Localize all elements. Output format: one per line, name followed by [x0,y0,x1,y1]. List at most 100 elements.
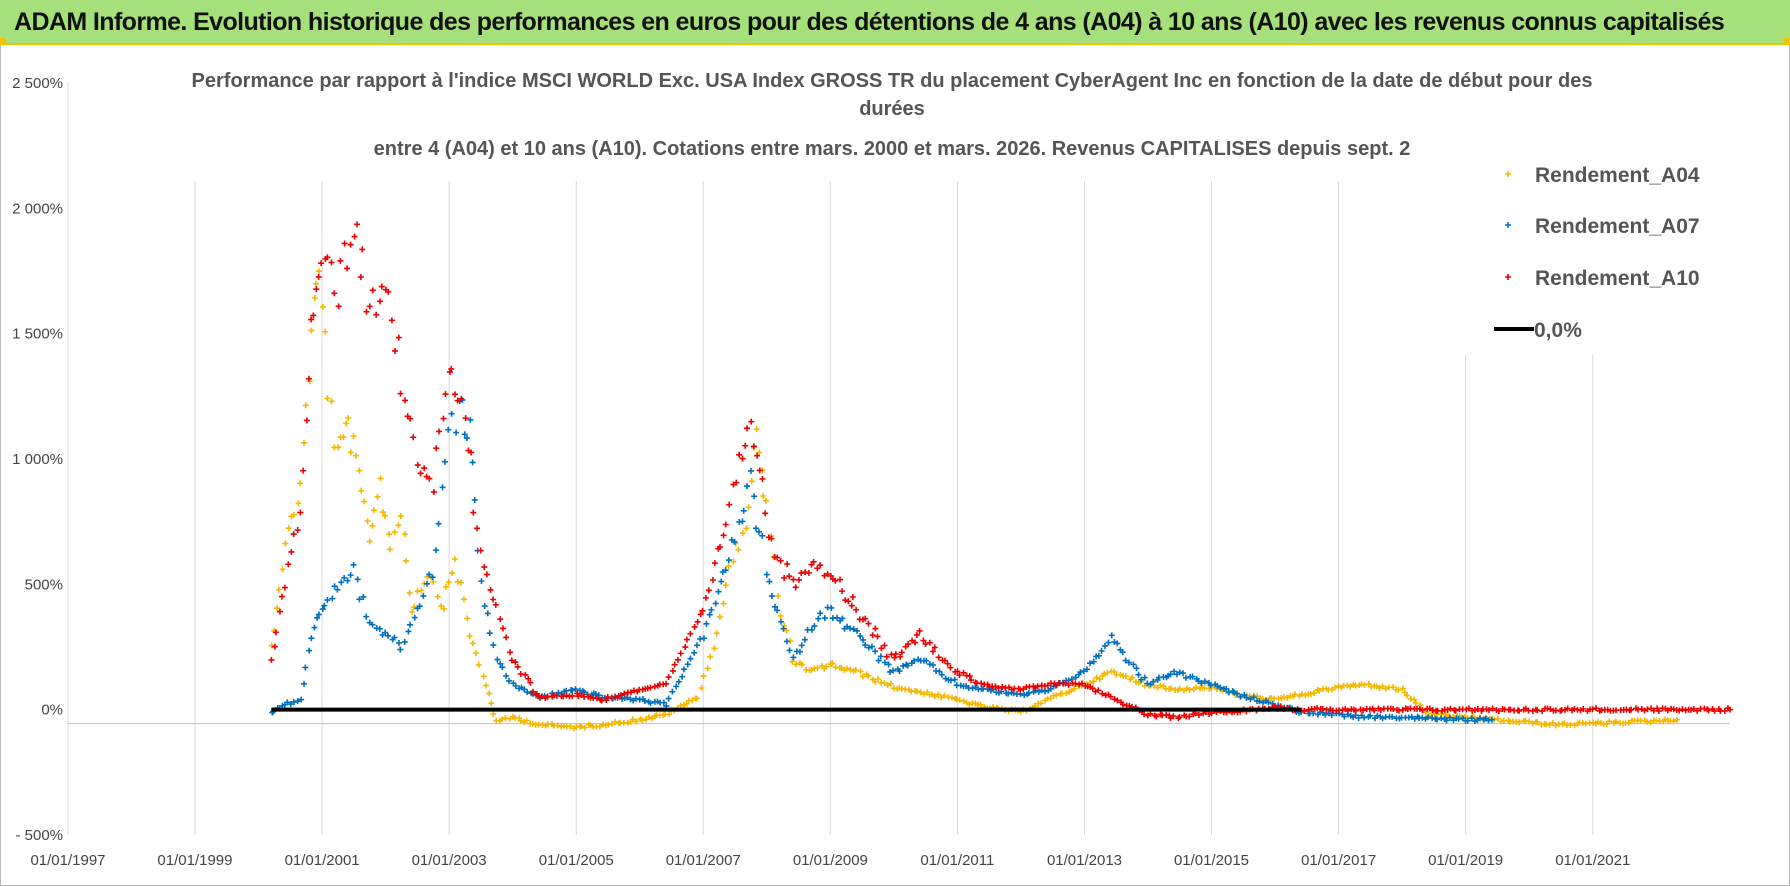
data-point [647,700,654,707]
data-point [705,587,712,594]
data-point [294,698,301,705]
data-point [1265,699,1272,706]
data-point [733,479,740,486]
data-point [814,565,821,572]
data-point [921,691,928,698]
data-point [751,493,758,500]
data-point [887,668,894,675]
data-point [410,434,417,441]
data-point [324,597,331,604]
data-point [521,686,528,693]
data-point [865,672,872,679]
data-point [689,697,696,704]
data-point [1389,713,1396,720]
data-point [1090,678,1097,685]
data-point [795,576,802,583]
data-point [397,390,404,397]
data-point [376,625,383,632]
data-point [802,569,809,576]
data-point [1704,706,1711,713]
data-point [369,522,376,529]
data-point [335,444,342,451]
data-point [466,633,473,640]
data-point [1711,707,1718,714]
y-tick-label: 500% [25,576,63,593]
data-point [777,557,784,564]
data-point [815,615,822,622]
data-point [892,651,899,658]
data-point [458,579,465,586]
data-point [418,587,425,594]
data-point [821,615,828,622]
data-point [530,688,537,695]
data-point [697,611,704,618]
data-point [281,584,288,591]
data-point [660,699,667,706]
data-point [448,365,455,372]
chart-title-background [190,65,1600,181]
data-point [1655,708,1662,715]
data-point [1390,706,1397,713]
x-tick-label: 01/01/2001 [285,852,360,869]
data-point [1670,718,1677,725]
data-point [874,633,881,640]
data-point [739,518,746,525]
data-point [747,467,754,474]
data-point [857,633,864,640]
data-point [1193,684,1200,691]
data-point [821,572,828,579]
data-point [745,504,752,511]
data-point [483,571,490,578]
data-point [472,649,479,656]
data-point [612,694,619,701]
data-point [384,632,391,639]
data-point [1465,705,1472,712]
y-tick-label: - 500% [15,827,63,844]
data-point [1374,712,1381,719]
data-point [357,274,364,281]
data-point [1488,716,1495,723]
data-point [1223,685,1230,692]
data-point [735,546,742,553]
data-point [1087,660,1093,667]
data-point [810,558,817,565]
data-point [700,635,707,642]
data-point [1331,684,1338,691]
data-point [781,574,788,581]
data-point [694,618,701,625]
data-point [935,654,942,661]
data-point [486,690,493,697]
data-point [411,614,418,621]
data-point [284,699,291,706]
data-point [1114,697,1121,704]
data-point [844,623,851,630]
data-point [839,588,846,595]
data-point [305,375,312,382]
data-point [725,563,732,570]
data-point [783,627,790,634]
data-point [391,634,398,641]
data-point [768,535,775,542]
data-point [922,641,929,648]
data-point [691,649,698,656]
data-point [777,612,784,619]
data-point [786,647,793,654]
data-point [683,700,690,707]
data-point [1690,705,1697,712]
data-point [297,509,304,516]
data-point [481,564,488,571]
data-point [641,697,648,704]
x-tick-label: 01/01/2019 [1428,852,1503,869]
data-point [1552,722,1559,729]
data-point [675,678,682,685]
data-point [1452,707,1459,714]
data-point [966,701,973,708]
data-point [1182,674,1189,681]
legend-label: Rendement_A10 [1535,267,1700,290]
data-point [1141,674,1148,681]
data-point [453,429,460,436]
data-point [470,509,477,516]
data-point [391,529,398,536]
data-point [1443,711,1450,718]
data-point [1284,694,1291,701]
